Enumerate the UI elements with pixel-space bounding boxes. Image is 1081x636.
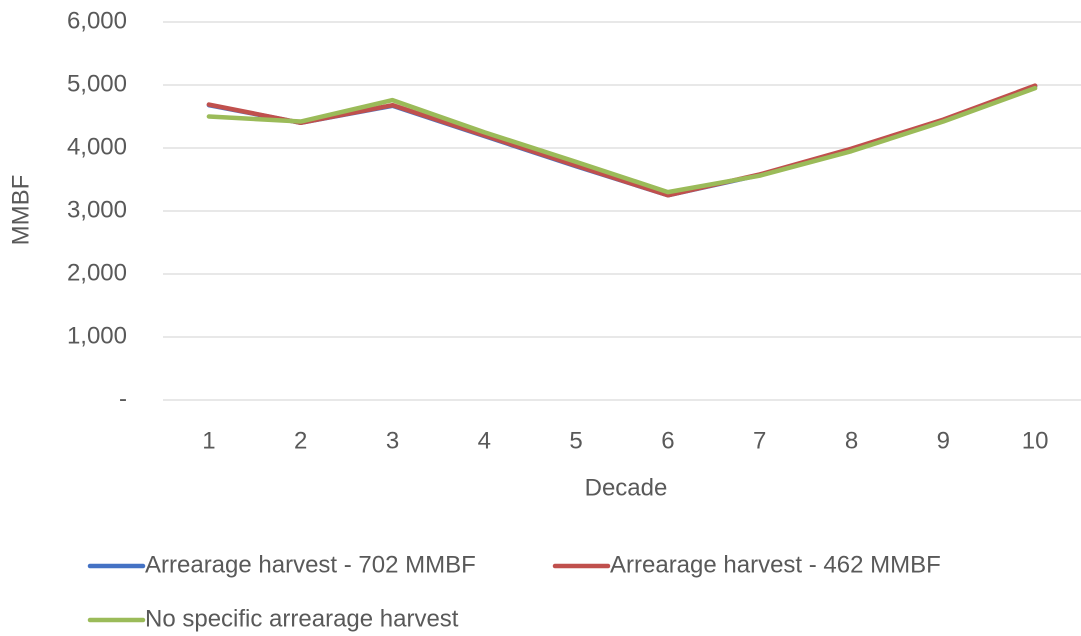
- legend-label: Arrearage harvest - 702 MMBF: [145, 551, 476, 578]
- y-tick-label: 4,000: [67, 133, 127, 160]
- x-tick-label: 4: [478, 427, 491, 454]
- x-tick-label: 6: [661, 427, 674, 454]
- x-tick-label: 2: [294, 427, 307, 454]
- y-tick-label: 3,000: [67, 196, 127, 223]
- y-axis-title: MMBF: [7, 175, 34, 246]
- y-tick-label: 5,000: [67, 70, 127, 97]
- y-tick-label: 6,000: [67, 7, 127, 34]
- y-tick-label: 2,000: [67, 259, 127, 286]
- y-tick-label: -: [119, 385, 127, 412]
- y-tick-label: 1,000: [67, 322, 127, 349]
- x-tick-label: 9: [937, 427, 950, 454]
- legend-label: No specific arrearage harvest: [145, 605, 459, 632]
- x-tick-label: 8: [845, 427, 858, 454]
- series-line: [206, 85, 1038, 195]
- x-tick-label: 5: [569, 427, 582, 454]
- x-tick-label: 3: [386, 427, 399, 454]
- x-tick-label: 10: [1022, 427, 1049, 454]
- x-tick-label: 1: [202, 427, 215, 454]
- x-tick-label: 7: [753, 427, 766, 454]
- x-axis-title: Decade: [585, 474, 668, 501]
- legend-label: Arrearage harvest - 462 MMBF: [610, 551, 941, 578]
